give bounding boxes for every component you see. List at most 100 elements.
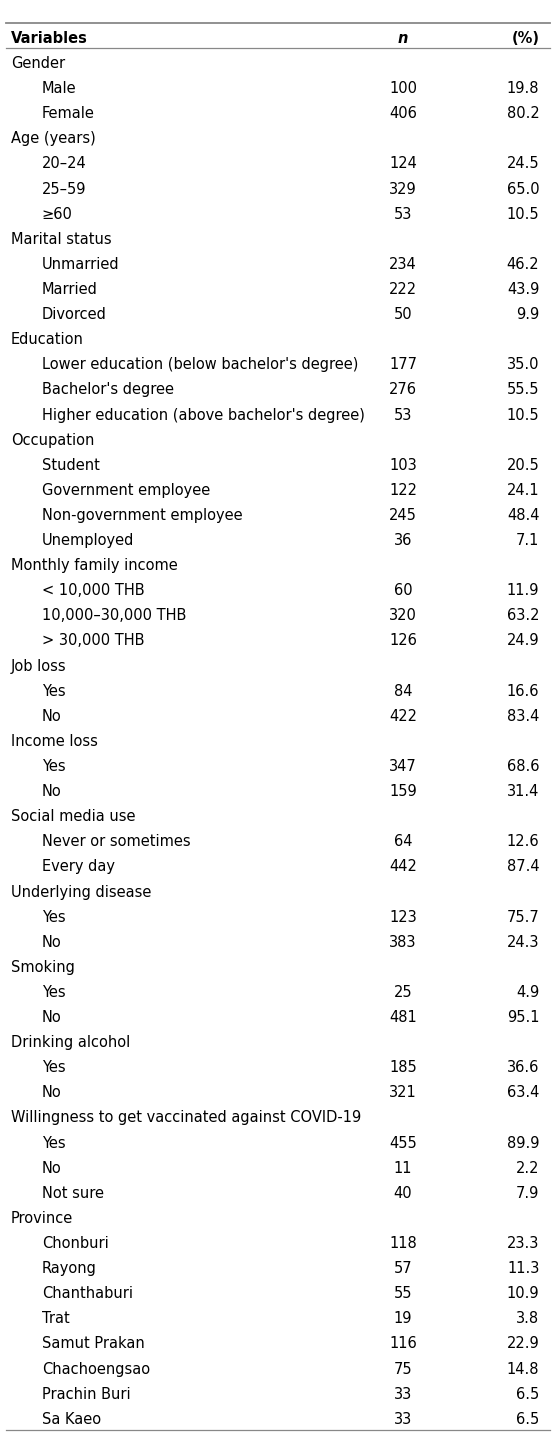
Text: Monthly family income: Monthly family income [11,558,178,573]
Text: > 30,000 THB: > 30,000 THB [42,633,144,649]
Text: 65.0: 65.0 [507,181,539,197]
Text: 25–59: 25–59 [42,181,86,197]
Text: 53: 53 [394,407,413,423]
Text: Higher education (above bachelor's degree): Higher education (above bachelor's degre… [42,407,365,423]
Text: 185: 185 [389,1061,417,1075]
Text: 6.5: 6.5 [516,1412,539,1426]
Text: 2.2: 2.2 [516,1161,539,1176]
Text: 36.6: 36.6 [507,1061,539,1075]
Text: Variables: Variables [11,32,88,46]
Text: Government employee: Government employee [42,484,210,498]
Text: Province: Province [11,1210,73,1226]
Text: 6.5: 6.5 [516,1387,539,1402]
Text: 40: 40 [394,1186,413,1200]
Text: 22.9: 22.9 [507,1337,539,1351]
Text: Chachoengsao: Chachoengsao [42,1361,150,1377]
Text: Willingness to get vaccinated against COVID-19: Willingness to get vaccinated against CO… [11,1111,361,1125]
Text: No: No [42,784,62,799]
Text: 124: 124 [389,157,417,171]
Text: Female: Female [42,106,95,121]
Text: 245: 245 [389,508,417,522]
Text: 222: 222 [389,282,417,296]
Text: Job loss: Job loss [11,659,67,673]
Text: Rayong: Rayong [42,1261,97,1276]
Text: 234: 234 [389,258,417,272]
Text: Yes: Yes [42,684,65,699]
Text: 87.4: 87.4 [507,859,539,875]
Text: 95.1: 95.1 [507,1010,539,1025]
Text: 75: 75 [394,1361,413,1377]
Text: 422: 422 [389,709,417,724]
Text: 63.4: 63.4 [507,1085,539,1101]
Text: < 10,000 THB: < 10,000 THB [42,583,145,599]
Text: 9.9: 9.9 [516,307,539,322]
Text: 118: 118 [389,1236,417,1250]
Text: 23.3: 23.3 [507,1236,539,1250]
Text: 19: 19 [394,1311,413,1327]
Text: Yes: Yes [42,1135,65,1151]
Text: 24.3: 24.3 [507,935,539,950]
Text: 11.9: 11.9 [507,583,539,599]
Text: (%): (%) [512,32,539,46]
Text: Student: Student [42,458,100,473]
Text: 10,000–30,000 THB: 10,000–30,000 THB [42,609,186,623]
Text: Unmarried: Unmarried [42,258,120,272]
Text: Not sure: Not sure [42,1186,104,1200]
Text: 10.9: 10.9 [507,1286,539,1301]
Text: 35.0: 35.0 [507,357,539,373]
Text: Sa Kaeo: Sa Kaeo [42,1412,101,1426]
Text: 43.9: 43.9 [507,282,539,296]
Text: 7.9: 7.9 [516,1186,539,1200]
Text: 12.6: 12.6 [507,835,539,849]
Text: Age (years): Age (years) [11,131,96,147]
Text: Bachelor's degree: Bachelor's degree [42,383,173,397]
Text: 36: 36 [394,532,413,548]
Text: Chonburi: Chonburi [42,1236,108,1250]
Text: Social media use: Social media use [11,809,136,825]
Text: 83.4: 83.4 [507,709,539,724]
Text: 406: 406 [389,106,417,121]
Text: 100: 100 [389,81,417,96]
Text: 75.7: 75.7 [507,909,539,925]
Text: Chanthaburi: Chanthaburi [42,1286,133,1301]
Text: 24.5: 24.5 [507,157,539,171]
Text: 3.8: 3.8 [516,1311,539,1327]
Text: 60: 60 [394,583,413,599]
Text: 122: 122 [389,484,417,498]
Text: 20–24: 20–24 [42,157,86,171]
Text: 84: 84 [394,684,413,699]
Text: 321: 321 [389,1085,417,1101]
Text: ≥60: ≥60 [42,207,73,222]
Text: 31.4: 31.4 [507,784,539,799]
Text: Non-government employee: Non-government employee [42,508,242,522]
Text: Smoking: Smoking [11,960,75,974]
Text: 10.5: 10.5 [507,407,539,423]
Text: Yes: Yes [42,1061,65,1075]
Text: No: No [42,709,62,724]
Text: 68.6: 68.6 [507,758,539,774]
Text: 24.1: 24.1 [507,484,539,498]
Text: 276: 276 [389,383,417,397]
Text: 55: 55 [394,1286,413,1301]
Text: 53: 53 [394,207,413,222]
Text: 24.9: 24.9 [507,633,539,649]
Text: Income loss: Income loss [11,734,98,748]
Text: 4.9: 4.9 [516,984,539,1000]
Text: n: n [398,32,408,46]
Text: 48.4: 48.4 [507,508,539,522]
Text: No: No [42,935,62,950]
Text: 25: 25 [394,984,413,1000]
Text: 123: 123 [389,909,417,925]
Text: 7.1: 7.1 [516,532,539,548]
Text: 442: 442 [389,859,417,875]
Text: Trat: Trat [42,1311,70,1327]
Text: 14.8: 14.8 [507,1361,539,1377]
Text: Education: Education [11,332,84,347]
Text: Never or sometimes: Never or sometimes [42,835,190,849]
Text: No: No [42,1161,62,1176]
Text: 10.5: 10.5 [507,207,539,222]
Text: 116: 116 [389,1337,417,1351]
Text: 159: 159 [389,784,417,799]
Text: Yes: Yes [42,758,65,774]
Text: 329: 329 [389,181,417,197]
